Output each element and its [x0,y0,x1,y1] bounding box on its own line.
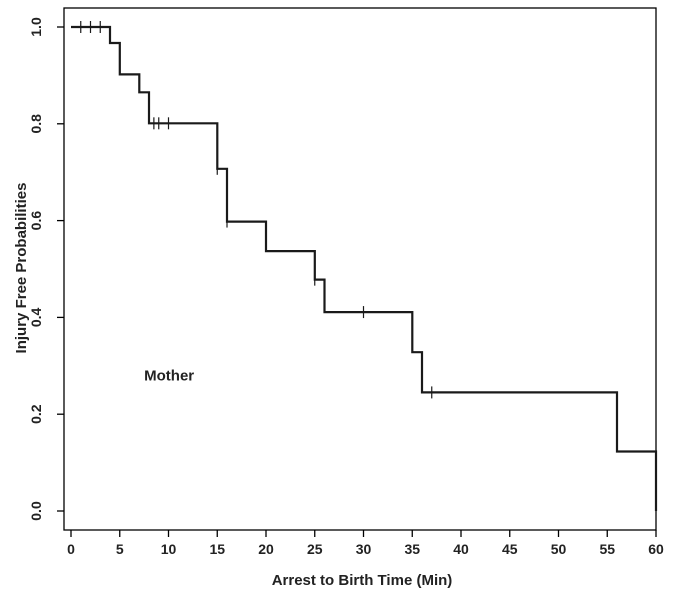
y-tick-label: 0.8 [28,114,44,134]
survival-step-line [71,25,658,511]
x-tick-label: 45 [502,541,518,557]
x-tick-label: 0 [67,541,75,557]
annotation-mother: Mother [144,367,194,384]
x-tick-label: 50 [551,541,567,557]
censor-marks [80,21,433,399]
x-tick-label: 60 [648,541,664,557]
x-tick-label: 35 [404,541,420,557]
plot-axes: 0 5 10 15 20 25 30 35 40 45 50 55 60 0.0 0.2 0.4 0.6 0.8 1… [28,7,664,557]
y-tick-label: 1.0 [28,17,44,37]
plot-frame [63,7,657,531]
y-tick-label: 0.6 [28,211,44,231]
survival-curve [71,25,658,511]
y-tick-label: 0.4 [28,307,44,327]
x-tick-label: 30 [356,541,372,557]
x-tick-label: 10 [161,541,177,557]
y-axis-title: Injury Free Probabilities [13,183,30,354]
y-tick-label: 0.2 [28,404,44,424]
x-tick-label: 20 [258,541,274,557]
x-tick-label: 55 [599,541,615,557]
x-tick-label: 5 [116,541,124,557]
x-tick-label: 15 [209,541,225,557]
x-axis-title: Arrest to Birth Time (Min) [272,572,453,589]
y-tick-label: 0.0 [28,501,44,521]
x-tick-label: 40 [453,541,469,557]
x-tick-label: 25 [307,541,323,557]
